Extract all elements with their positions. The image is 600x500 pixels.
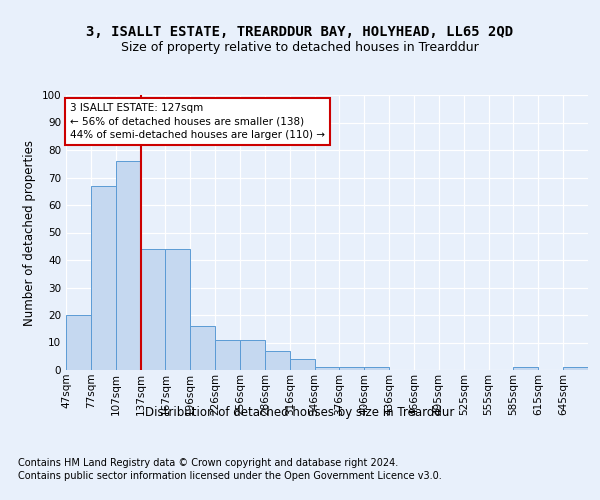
Bar	[265, 351, 290, 370]
Text: Distribution of detached houses by size in Trearddur: Distribution of detached houses by size …	[145, 406, 455, 419]
Text: Size of property relative to detached houses in Trearddur: Size of property relative to detached ho…	[121, 41, 479, 54]
Text: Contains HM Land Registry data © Crown copyright and database right 2024.: Contains HM Land Registry data © Crown c…	[18, 458, 398, 468]
Bar	[514, 367, 538, 370]
Bar	[116, 161, 140, 370]
Bar	[91, 186, 116, 370]
Bar	[290, 359, 314, 370]
Bar	[340, 367, 364, 370]
Bar	[140, 249, 166, 370]
Bar	[66, 315, 91, 370]
Text: 3 ISALLT ESTATE: 127sqm
← 56% of detached houses are smaller (138)
44% of semi-d: 3 ISALLT ESTATE: 127sqm ← 56% of detache…	[70, 104, 325, 140]
Bar	[215, 340, 240, 370]
Text: 3, ISALLT ESTATE, TREARDDUR BAY, HOLYHEAD, LL65 2QD: 3, ISALLT ESTATE, TREARDDUR BAY, HOLYHEA…	[86, 26, 514, 40]
Bar	[364, 367, 389, 370]
Bar	[166, 249, 190, 370]
Y-axis label: Number of detached properties: Number of detached properties	[23, 140, 36, 326]
Bar	[190, 326, 215, 370]
Bar	[314, 367, 340, 370]
Bar	[240, 340, 265, 370]
Bar	[563, 367, 588, 370]
Text: Contains public sector information licensed under the Open Government Licence v3: Contains public sector information licen…	[18, 471, 442, 481]
